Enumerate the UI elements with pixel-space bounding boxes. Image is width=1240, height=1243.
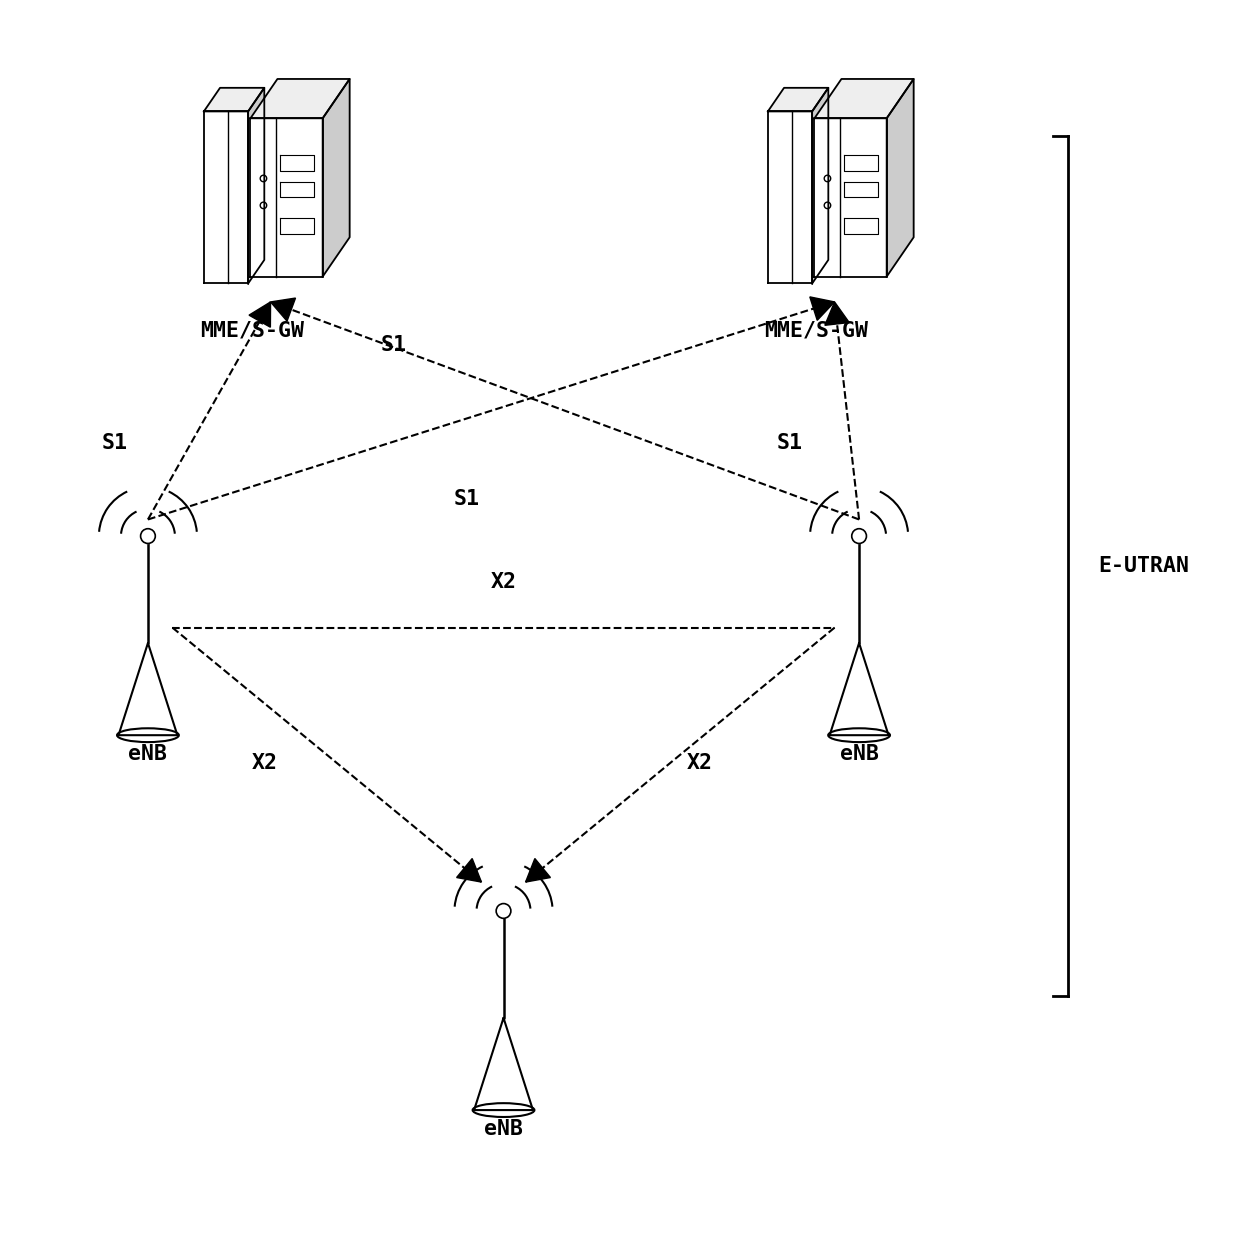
Polygon shape — [844, 181, 878, 198]
Polygon shape — [203, 112, 248, 283]
Text: S1: S1 — [776, 434, 802, 454]
Text: eNB: eNB — [484, 1119, 523, 1140]
Circle shape — [140, 528, 155, 543]
Polygon shape — [768, 112, 812, 283]
Text: E-UTRAN: E-UTRAN — [1099, 556, 1189, 577]
Text: X2: X2 — [491, 572, 517, 592]
Polygon shape — [815, 80, 914, 118]
Polygon shape — [249, 302, 270, 327]
Polygon shape — [526, 859, 551, 883]
Text: eNB: eNB — [839, 745, 879, 764]
Text: X2: X2 — [687, 753, 713, 773]
Polygon shape — [456, 859, 481, 883]
Polygon shape — [830, 643, 889, 735]
Polygon shape — [474, 1018, 533, 1110]
Polygon shape — [825, 302, 849, 326]
Polygon shape — [768, 88, 828, 112]
Text: MME/S-GW: MME/S-GW — [764, 321, 868, 341]
Circle shape — [496, 904, 511, 919]
Polygon shape — [248, 88, 264, 283]
Circle shape — [852, 528, 867, 543]
Polygon shape — [280, 154, 314, 170]
Polygon shape — [270, 298, 295, 321]
Text: S1: S1 — [102, 434, 128, 454]
Polygon shape — [119, 643, 177, 735]
Polygon shape — [887, 80, 914, 277]
Text: eNB: eNB — [129, 745, 167, 764]
Polygon shape — [280, 181, 314, 198]
Polygon shape — [844, 218, 878, 234]
Polygon shape — [815, 118, 887, 277]
Polygon shape — [280, 218, 314, 234]
Polygon shape — [203, 88, 264, 112]
Polygon shape — [250, 118, 322, 277]
Polygon shape — [322, 80, 350, 277]
Polygon shape — [810, 297, 835, 321]
Polygon shape — [812, 88, 828, 283]
Text: S1: S1 — [454, 488, 480, 508]
Text: MME/S-GW: MME/S-GW — [200, 321, 304, 341]
Polygon shape — [250, 80, 350, 118]
Polygon shape — [844, 154, 878, 170]
Text: S1: S1 — [381, 334, 407, 355]
Text: X2: X2 — [252, 753, 278, 773]
